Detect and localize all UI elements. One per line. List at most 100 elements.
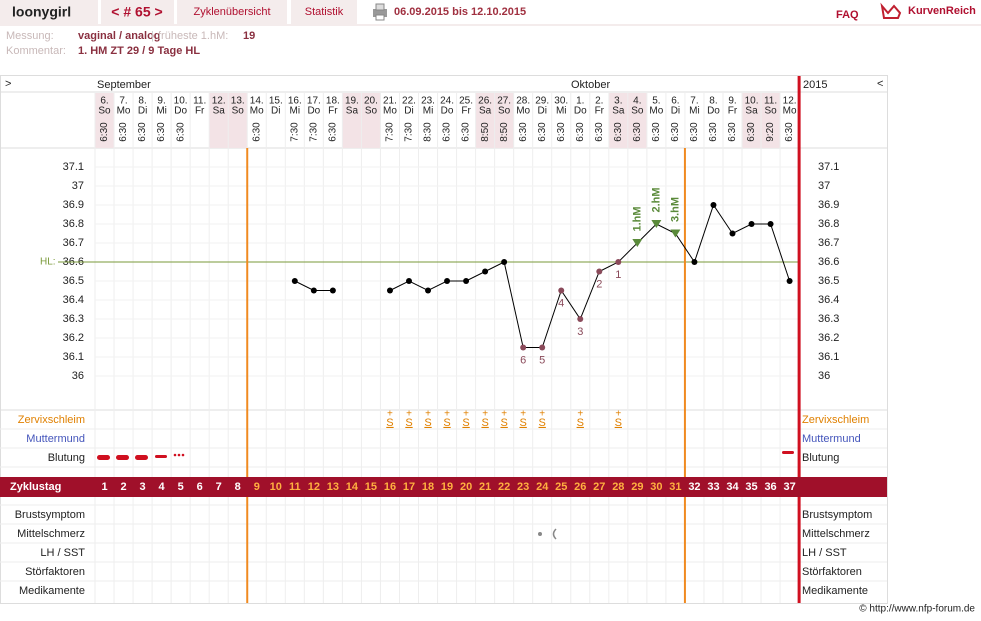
cycle-day: 3 xyxy=(140,481,146,493)
separator: | xyxy=(151,30,154,42)
weekday-label: So xyxy=(631,106,644,117)
temp-point xyxy=(786,278,793,284)
y-tick-label-right: 37.1 xyxy=(818,161,839,173)
cycle-day: 28 xyxy=(612,481,624,493)
weekend-shade xyxy=(209,93,229,148)
row-label: Mittelschmerz xyxy=(17,528,85,540)
zervix-letter: S xyxy=(577,417,584,429)
time-label: 6:30 xyxy=(708,122,719,142)
point-label: 2 xyxy=(596,278,602,290)
date-label: 29. xyxy=(535,96,549,107)
brand[interactable]: KurvenReich xyxy=(908,5,976,17)
cycle-day: 26 xyxy=(574,481,586,493)
nav-link[interactable]: Zyklenübersicht xyxy=(193,6,270,18)
peak-label: 1.hM xyxy=(631,206,643,231)
y-tick-label: 36.8 xyxy=(63,218,84,230)
temp-point xyxy=(329,287,336,294)
weekend-shade xyxy=(608,93,628,148)
cycle-day: 7 xyxy=(216,481,222,493)
time-label: 6:30 xyxy=(518,122,529,142)
row-label-right: LH / SST xyxy=(802,547,847,559)
date-label: 28. xyxy=(516,96,530,107)
y-tick-label-right: 36.5 xyxy=(818,275,839,287)
temp-point xyxy=(767,221,774,227)
date-range: 06.09.2015 bis 12.10.2015 xyxy=(394,6,526,18)
cycle-bar xyxy=(0,477,887,497)
zervix-sign: + xyxy=(444,409,450,420)
cycle-day: 31 xyxy=(669,481,681,493)
weekday-label: Fr xyxy=(595,106,605,117)
cycle-day: 6 xyxy=(197,481,203,493)
time-label: 7:30 xyxy=(308,122,319,142)
cycle-day: 10 xyxy=(270,481,282,493)
zervix-letter: S xyxy=(443,417,450,429)
date-label: 11. xyxy=(193,96,206,107)
y-tick-label: 36.2 xyxy=(63,332,84,344)
cycle-day: 5 xyxy=(178,481,184,493)
print-icon[interactable] xyxy=(373,3,387,21)
date-label: 26. xyxy=(478,96,492,107)
y-tick-label: 36 xyxy=(72,370,84,382)
time-label: 6:30 xyxy=(784,122,795,142)
date-label: 12. xyxy=(783,96,797,107)
cycle-nav[interactable]: < # 65 > xyxy=(111,4,162,20)
cycle-tab[interactable] xyxy=(101,0,174,24)
peak-marker xyxy=(632,239,643,247)
temp-point xyxy=(463,278,470,284)
time-label: 6:30 xyxy=(137,122,148,142)
zervix-sign: + xyxy=(577,409,583,420)
cycle-day: 17 xyxy=(403,481,415,493)
info-label: Messung: xyxy=(6,30,54,42)
weekday-label: Mo xyxy=(516,106,530,117)
nav-link[interactable]: Statistik xyxy=(305,6,344,18)
weekday-label: Do xyxy=(707,106,720,117)
zervix-letter: S xyxy=(386,417,393,429)
y-tick-label-right: 36.1 xyxy=(818,351,839,363)
y-tick-label-right: 36.9 xyxy=(818,199,839,211)
weekday-label: Fr xyxy=(461,106,471,117)
time-label: 7:30 xyxy=(404,122,415,142)
time-label: 8:30 xyxy=(423,122,434,142)
time-label: 6:30 xyxy=(118,122,129,142)
date-label: 1. xyxy=(576,96,584,107)
weekday-label: Fr xyxy=(195,106,205,117)
date-label: 6. xyxy=(100,96,108,107)
tab[interactable] xyxy=(177,0,287,24)
info-value: 1. HM ZT 29 / 9 Tage HL xyxy=(78,45,200,57)
cycle-day: 32 xyxy=(688,481,700,493)
weekday-label: Sa xyxy=(479,106,492,117)
y-tick-label-right: 36 xyxy=(818,370,830,382)
row-label-right: Blutung xyxy=(802,452,839,464)
temp-point xyxy=(729,230,736,237)
weekday-label: Sa xyxy=(346,106,359,117)
cycle-day: 35 xyxy=(745,481,757,493)
info-value: 19 xyxy=(243,30,255,42)
cycle-day: 1 xyxy=(101,481,107,493)
weekday-label: Di xyxy=(671,106,680,117)
cycle-day: 19 xyxy=(441,481,453,493)
weekday-label: Sa xyxy=(612,106,625,117)
info-value: vaginal / analog xyxy=(78,30,161,42)
temp-point xyxy=(310,287,317,294)
cycle-day: 11 xyxy=(289,481,301,493)
pain-marks xyxy=(538,528,557,540)
zervix-letter: S xyxy=(539,417,546,429)
point-label: 1 xyxy=(615,269,621,281)
row-label: Störfaktoren xyxy=(25,566,85,578)
faq-link[interactable]: FAQ xyxy=(836,9,859,21)
row-label: Medikamente xyxy=(19,585,85,597)
date-label: 2. xyxy=(595,96,603,107)
info-label: früheste 1.hM: xyxy=(158,30,228,42)
tab[interactable] xyxy=(291,0,357,24)
time-label: 6:30 xyxy=(594,122,605,142)
y-tick-label: 36.4 xyxy=(63,294,84,306)
cycle-day: 23 xyxy=(517,481,529,493)
row-label: Brustsymptom xyxy=(15,509,85,521)
cycle-day: 27 xyxy=(593,481,605,493)
y-tick-label: 36.3 xyxy=(63,313,84,325)
point-label: 3 xyxy=(577,326,583,338)
cycle-day: 33 xyxy=(707,481,719,493)
cycle-day: 15 xyxy=(365,481,377,493)
time-label: 8:50 xyxy=(480,122,491,142)
